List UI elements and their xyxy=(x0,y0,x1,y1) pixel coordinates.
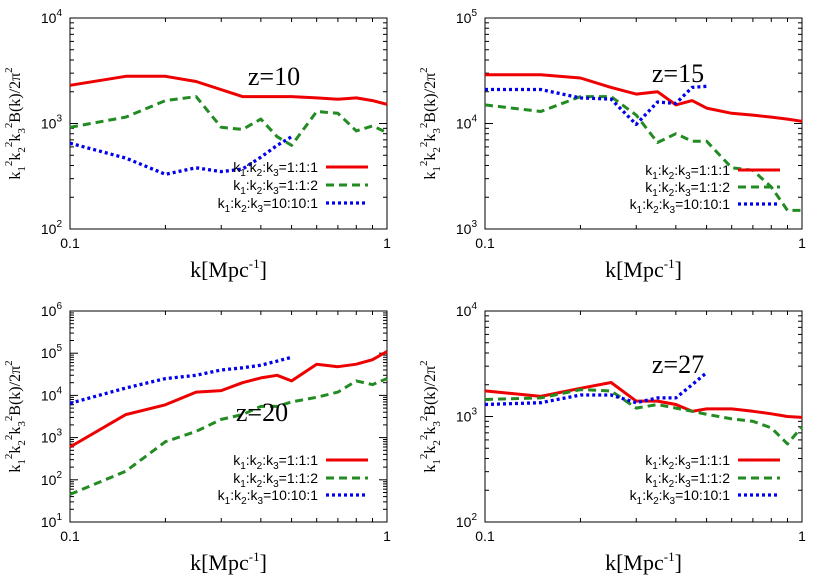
legend-label-2: k1:k2:k3=1:1:2 xyxy=(645,470,730,490)
y-tick-label: 102 xyxy=(41,219,63,237)
legend-label-3: k1:k2:k3=10:10:1 xyxy=(218,195,319,215)
y-tick-label: 105 xyxy=(456,8,478,26)
series-line-1 xyxy=(69,350,388,449)
legend-label-1: k1:k2:k3=1:1:1 xyxy=(233,159,318,179)
y-tick-label: 104 xyxy=(456,114,478,132)
x-tick-label: 0.1 xyxy=(60,528,80,544)
series-line-1 xyxy=(69,74,388,106)
x-axis-label: k[Mpc-1] xyxy=(190,256,267,282)
legend-label-1: k1:k2:k3=1:1:1 xyxy=(233,452,318,472)
legend-label-1: k1:k2:k3=1:1:1 xyxy=(645,162,730,182)
y-tick-label: 106 xyxy=(41,301,63,319)
x-tick-label: 1 xyxy=(798,235,806,251)
x-tick-label: 1 xyxy=(383,235,391,251)
x-tick-label: 0.1 xyxy=(475,235,495,251)
y-tick-label: 103 xyxy=(456,219,478,237)
y-tick-label: 102 xyxy=(41,470,63,488)
legend-label-2: k1:k2:k3=1:1:2 xyxy=(233,470,318,490)
panel-3: 0.1 1 101 102 103 104 105 106 k[Mpc-1] k12k22k32B… xyxy=(3,301,391,575)
x-tick-label: 1 xyxy=(798,528,806,544)
y-tick-label: 103 xyxy=(456,407,478,425)
series-line-1 xyxy=(484,381,803,419)
y-axis-label: k12k22k32B(k)/2π2 xyxy=(3,360,28,472)
x-axis-label: k[Mpc-1] xyxy=(605,256,682,282)
panel-4: 0.1 1 102 103 104 k[Mpc-1] k12k22k32B(k)/2π2 z=… xyxy=(418,301,806,575)
panel-2: 0.1 1 103 104 105 k[Mpc-1] k12k22k32B(k)/2π2 z=… xyxy=(418,8,806,282)
y-tick-label: 104 xyxy=(41,385,63,403)
series-line-2 xyxy=(484,95,802,212)
y-tick-label: 104 xyxy=(456,301,478,319)
y-tick-label: 103 xyxy=(41,114,63,132)
x-axis-label: k[Mpc-1] xyxy=(190,549,267,575)
series-line-3 xyxy=(485,84,707,127)
y-tick-label: 103 xyxy=(41,428,63,446)
series-line-2 xyxy=(69,95,388,147)
y-tick-label: 102 xyxy=(456,512,478,530)
series-line-3 xyxy=(69,135,293,176)
legend-label-1: k1:k2:k3=1:1:1 xyxy=(645,452,730,472)
y-axis-label: k12k22k32B(k)/2π2 xyxy=(418,360,443,472)
redshift-label: z=10 xyxy=(248,62,300,91)
redshift-label: z=27 xyxy=(652,350,704,379)
plot-frame xyxy=(69,310,388,523)
x-tick-label: 0.1 xyxy=(60,235,80,251)
legend-label-2: k1:k2:k3=1:1:2 xyxy=(233,177,318,197)
legend-label-2: k1:k2:k3=1:1:2 xyxy=(645,179,730,199)
redshift-label: z=20 xyxy=(236,398,288,427)
legend-label-3: k1:k2:k3=10:10:1 xyxy=(218,487,319,507)
plot-frame xyxy=(69,17,388,230)
y-tick-label: 105 xyxy=(41,343,63,361)
legend-label-3: k1:k2:k3=10:10:1 xyxy=(630,487,731,507)
legend-label-3: k1:k2:k3=10:10:1 xyxy=(630,196,731,216)
x-tick-label: 0.1 xyxy=(475,528,495,544)
series-line-1 xyxy=(485,73,803,123)
x-axis-label: k[Mpc-1] xyxy=(605,549,682,575)
y-tick-label: 104 xyxy=(41,8,63,26)
redshift-label: z=15 xyxy=(652,59,704,88)
x-tick-label: 1 xyxy=(383,528,391,544)
series-line-3 xyxy=(69,355,293,405)
y-tick-label: 101 xyxy=(41,512,63,530)
y-axis-label: k12k22k32B(k)/2π2 xyxy=(418,67,443,179)
series-line-2 xyxy=(484,388,804,446)
y-axis-label: k12k22k32B(k)/2π2 xyxy=(3,67,28,179)
panel-1: 0.1 1 102 103 104 k[Mpc-1] k12k22k32B(k)/2π2 z=… xyxy=(3,8,391,282)
